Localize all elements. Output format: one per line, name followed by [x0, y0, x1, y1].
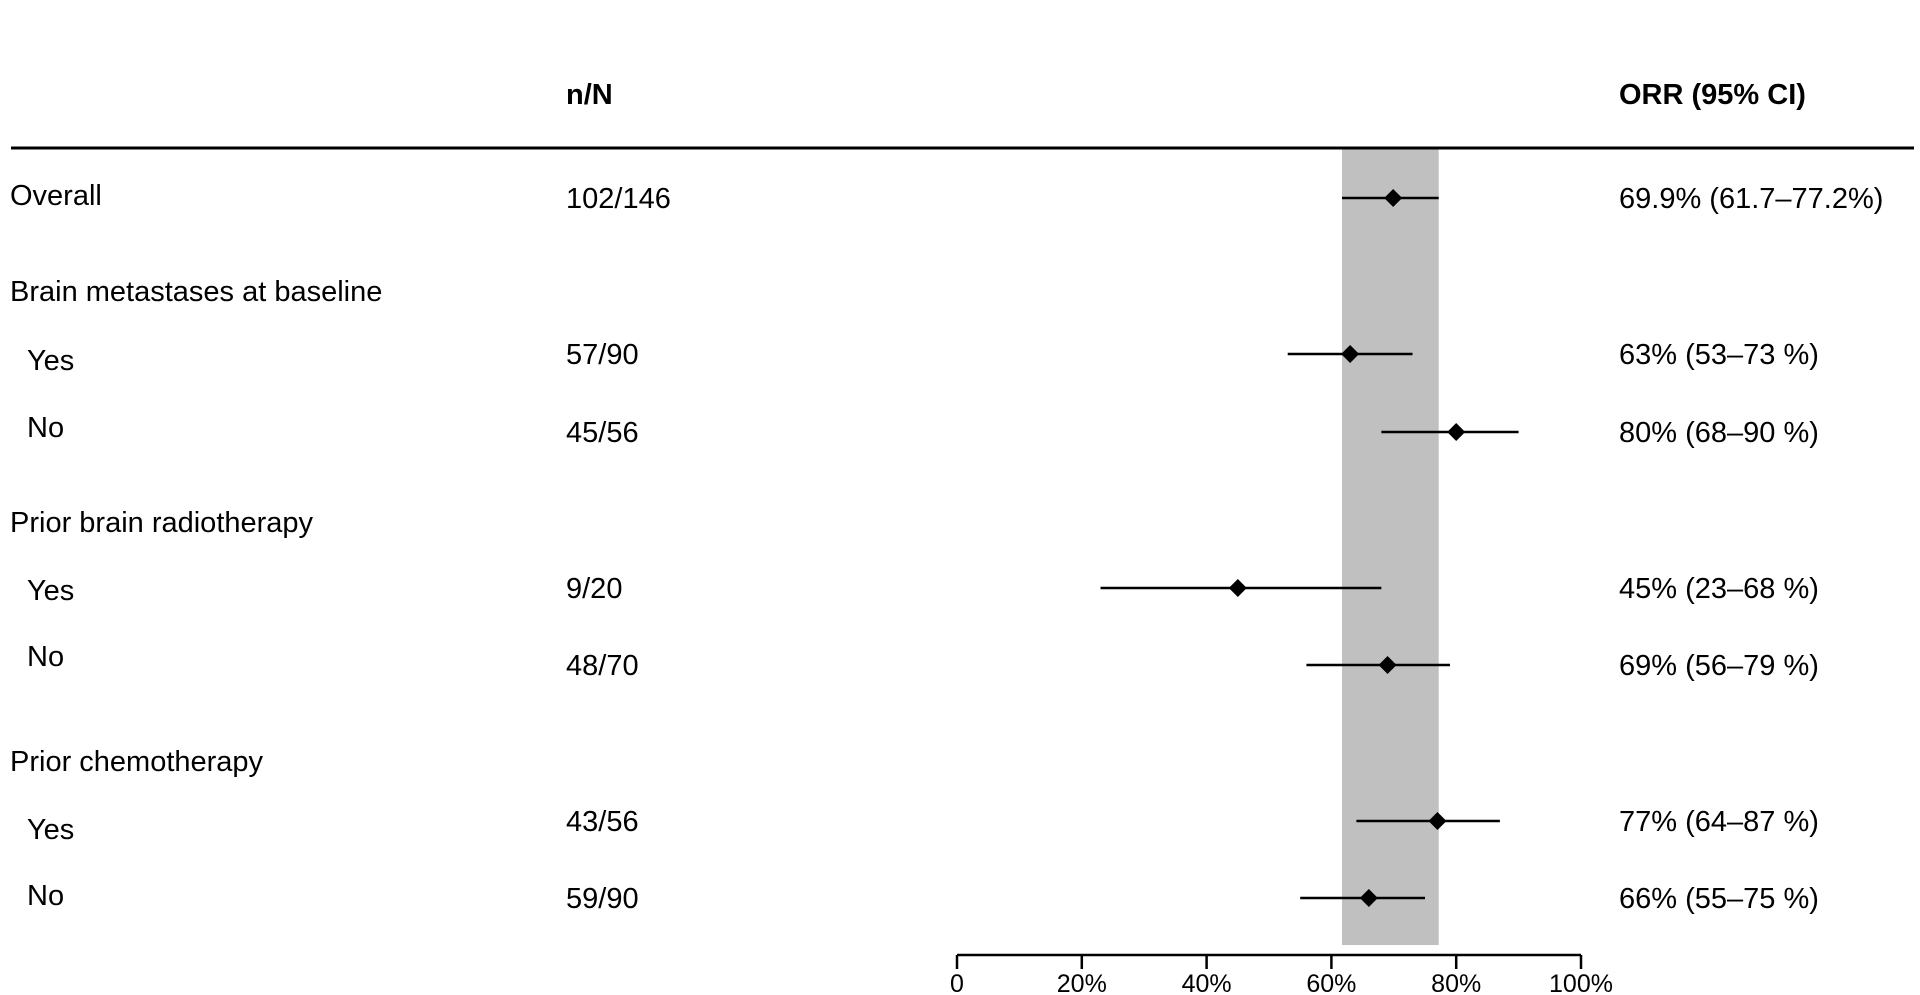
- row-label: Prior chemotherapy: [10, 746, 264, 778]
- row-n-over-n: 57/90: [566, 339, 639, 371]
- point-estimate-diamond: [1341, 345, 1360, 363]
- row-label: Prior brain radiotherapy: [10, 507, 314, 539]
- row-n-over-n: 43/56: [566, 806, 639, 838]
- row-estimate-text: 80% (68–90 %): [1619, 417, 1819, 449]
- reference-band-layer: [1342, 148, 1439, 945]
- table-row: Yes 9/20 45% (23–68 %): [27, 573, 1819, 607]
- row-group-header: Brain metastases at baseline: [10, 276, 382, 308]
- point-estimate-diamond: [1228, 579, 1247, 597]
- row-n-over-n: 9/20: [566, 573, 622, 605]
- row-label: Yes: [27, 575, 74, 607]
- point-estimate-diamond: [1378, 656, 1397, 674]
- row-group-header: Prior brain radiotherapy: [10, 507, 314, 539]
- row-estimate-text: 69% (56–79 %): [1619, 650, 1819, 682]
- row-estimate-text: 63% (53–73 %): [1619, 339, 1819, 371]
- table-row: No 48/70 69% (56–79 %): [27, 641, 1819, 682]
- point-estimate-diamond: [1447, 423, 1466, 441]
- rows-layer: Overall 102/146 69.9% (61.7–77.2%) Brain me…: [10, 180, 1883, 915]
- row-label: Brain metastases at baseline: [10, 276, 382, 308]
- x-tick-label: 80%: [1431, 970, 1481, 995]
- point-estimate-diamond: [1428, 812, 1447, 830]
- row-label: No: [27, 880, 64, 912]
- table-row: Yes 57/90 63% (53–73 %): [27, 339, 1819, 377]
- x-tick-label: 0: [950, 970, 964, 995]
- row-n-over-n: 102/146: [566, 183, 671, 215]
- x-tick-label: 20%: [1057, 970, 1107, 995]
- header-orr-ci: ORR (95% CI): [1619, 79, 1806, 111]
- row-label: No: [27, 641, 64, 673]
- table-row: Overall 102/146 69.9% (61.7–77.2%): [10, 180, 1883, 215]
- table-row: No 45/56 80% (68–90 %): [27, 412, 1819, 449]
- row-label: Yes: [27, 814, 74, 846]
- header-n-over-n: n/N: [566, 79, 613, 111]
- point-estimate-diamond: [1359, 889, 1378, 907]
- row-estimate-text: 77% (64–87 %): [1619, 806, 1819, 838]
- row-label: Overall: [10, 180, 102, 212]
- x-tick-label: 40%: [1182, 970, 1232, 995]
- x-axis: 0 20% 40% 60% 80% 100%: [950, 953, 1613, 995]
- x-tick-label: 100%: [1549, 970, 1613, 995]
- row-estimate-text: 45% (23–68 %): [1619, 573, 1819, 605]
- reference-band: [1342, 148, 1439, 945]
- point-estimate-diamond: [1384, 189, 1403, 207]
- row-label: Yes: [27, 345, 74, 377]
- row-group-header: Prior chemotherapy: [10, 746, 264, 778]
- row-n-over-n: 48/70: [566, 650, 639, 682]
- row-n-over-n: 45/56: [566, 417, 639, 449]
- row-estimate-text: 69.9% (61.7–77.2%): [1619, 183, 1883, 215]
- x-tick-label: 60%: [1306, 970, 1356, 995]
- row-n-over-n: 59/90: [566, 883, 639, 915]
- table-row: No 59/90 66% (55–75 %): [27, 880, 1819, 915]
- row-estimate-text: 66% (55–75 %): [1619, 883, 1819, 915]
- row-label: No: [27, 412, 64, 444]
- table-row: Yes 43/56 77% (64–87 %): [27, 806, 1819, 846]
